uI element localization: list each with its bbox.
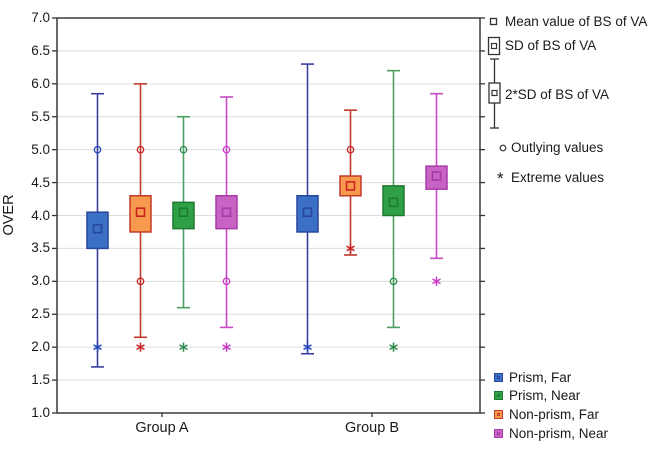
outlier-marker: [222, 277, 231, 286]
sd-box: [425, 165, 448, 190]
y-tick-label: 1.5: [31, 372, 50, 388]
mean-marker: [135, 207, 146, 218]
mean-marker: [92, 223, 103, 234]
prism-far-swatch: [494, 373, 503, 382]
y-tick-label: 1.0: [31, 405, 50, 420]
y-tick-label: 4.5: [31, 174, 50, 190]
extreme-marker: [222, 342, 231, 352]
boxplot-prism-near-group-b: [382, 69, 405, 352]
sd-box: [296, 195, 319, 233]
y-tick-label: 5.5: [31, 108, 50, 124]
nonprism-far-swatch: [494, 410, 503, 419]
outlier-marker: [346, 145, 355, 154]
sd-box: [86, 211, 109, 250]
sd-box: [215, 195, 238, 230]
symbol-legend: Mean value of BS of VA SD of BS of VA 2*…: [484, 0, 650, 200]
x-axis-label-group-a: Group A: [135, 420, 189, 436]
y-tick-label: 2.5: [31, 306, 50, 322]
mean-marker: [221, 207, 232, 218]
y-tick-label: 6.5: [31, 42, 50, 58]
y-tick-label: 2.0: [31, 339, 50, 355]
boxplot-prism-far-group-b: [296, 63, 319, 355]
legend-label-outlying: Outlying values: [511, 140, 604, 155]
sd-box: [129, 195, 152, 233]
extreme-marker: [432, 276, 441, 286]
legend-label-mean: Mean value of BS of VA: [505, 14, 648, 29]
boxplot-non-prism-near-group-a: [215, 96, 238, 352]
extreme-marker: [389, 342, 398, 352]
boxplot-non-prism-far-group-a: [129, 83, 152, 352]
boxplot-non-prism-near-group-b: [425, 92, 448, 286]
sd-box-icon: [487, 36, 501, 56]
x-axis-label-group-b: Group B: [345, 420, 399, 436]
mean-marker: [178, 207, 189, 218]
outlying-circle-icon: [499, 144, 507, 152]
extreme-marker: [346, 243, 355, 254]
legend-label-extreme: Extreme values: [511, 170, 605, 185]
sd-box: [339, 175, 362, 197]
outlier-marker: [93, 145, 102, 154]
boxplot-non-prism-far-group-b: [339, 109, 362, 256]
sd-box: [382, 185, 405, 217]
y-tick-label: 3.5: [31, 240, 50, 256]
boxplot-prism-far-group-a: [86, 92, 109, 368]
extreme-asterisk-icon: *: [497, 169, 504, 188]
extreme-marker: [136, 342, 145, 352]
mean-marker: [302, 207, 313, 218]
y-tick-label: 7.0: [31, 10, 50, 25]
nonprism-near-swatch: [494, 429, 503, 438]
y-tick-label: 3.0: [31, 273, 50, 289]
outlier-marker: [136, 277, 145, 286]
legend-label-sd2: 2*SD of BS of VA: [505, 87, 610, 102]
prism-near-swatch: [494, 391, 503, 400]
y-tick-label: 5.0: [31, 141, 50, 157]
mean-marker: [388, 197, 399, 208]
mean-square-icon: [489, 17, 498, 26]
mean-marker: [431, 171, 442, 181]
outlier-marker: [179, 145, 188, 154]
outlier-marker: [136, 145, 145, 154]
plot-border: [56, 17, 481, 414]
extreme-marker: [179, 342, 188, 352]
legend-label-sd: SD of BS of VA: [505, 38, 597, 53]
sd2-whisker-icon: [488, 58, 501, 129]
y-tick-label: 6.0: [31, 75, 50, 91]
extreme-marker: [303, 342, 312, 352]
extreme-marker: [93, 342, 102, 352]
boxplot-prism-near-group-a: [172, 115, 195, 352]
outlier-marker: [222, 145, 231, 154]
mean-marker: [345, 181, 356, 191]
outlier-marker: [389, 277, 398, 286]
y-tick-label: 4.0: [31, 207, 50, 223]
